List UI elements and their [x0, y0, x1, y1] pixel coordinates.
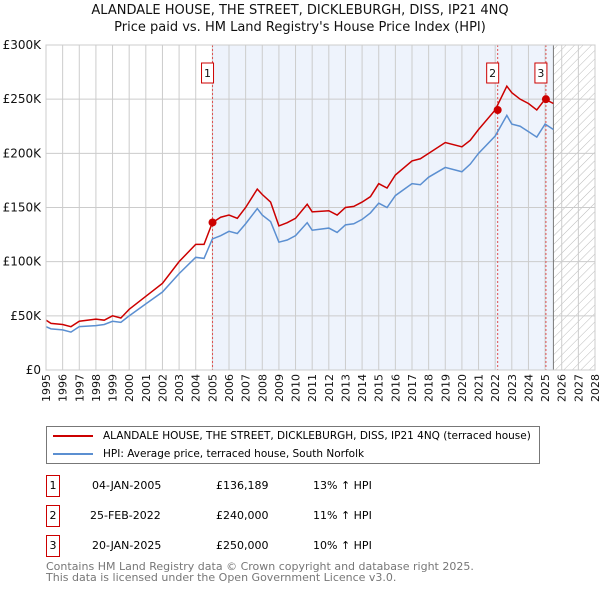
x-tick-label: 1996 — [57, 374, 70, 402]
sale-marker-label: 1 — [204, 67, 211, 80]
y-tick-label: £300K — [3, 38, 43, 52]
x-tick-label: 2005 — [206, 374, 219, 402]
marker-badge: 1 — [46, 475, 60, 497]
price-chart: 1995 1996 1997 1998 1999 2000 2001 2002 2003 2004… — [3, 38, 600, 402]
x-tick-label: 2021 — [473, 374, 486, 402]
y-tick-label: £50K — [10, 309, 42, 323]
x-tick-label: 2004 — [190, 374, 203, 402]
chart-title: ALANDALE HOUSE, THE STREET, DICKLEBURGH,… — [91, 3, 509, 18]
x-tick-label: 2012 — [323, 374, 336, 402]
x-tick-label: 2000 — [123, 374, 136, 402]
sale-point — [541, 95, 550, 104]
x-tick-label: 2009 — [273, 374, 286, 402]
plot-border — [45, 44, 596, 371]
x-tick-label: 2023 — [506, 374, 519, 402]
date: 20-JAN-2025 — [92, 539, 162, 552]
x-tick-label: 2015 — [373, 374, 386, 402]
x-tick-label: 2020 — [456, 374, 469, 402]
x-tick-label: 2019 — [439, 374, 452, 402]
x-tick-label: 2022 — [489, 374, 502, 402]
transaction-row: 1 04-JAN-2005 £136,189 13% ↑ HPI — [46, 475, 546, 497]
hpi-diff: 13% ↑ HPI — [313, 479, 372, 492]
sale-marker-box — [201, 62, 215, 84]
sale-marker-box — [486, 62, 500, 84]
x-tick-label: 1997 — [73, 374, 86, 402]
x-tick-label: 2018 — [423, 374, 436, 402]
footer-line: This data is licensed under the Open Gov… — [46, 571, 397, 584]
sale-point — [493, 106, 502, 114]
legend-label: HPI: Average price, terraced house, Sout… — [103, 448, 365, 460]
transaction-row: 2 25-FEB-2022 £240,000 11% ↑ HPI — [46, 505, 546, 527]
x-tick-label: 2025 — [539, 374, 552, 402]
footer-line: Contains HM Land Registry data © Crown c… — [46, 560, 474, 573]
x-tick-label: 2010 — [290, 374, 303, 402]
hpi-diff: 11% ↑ HPI — [313, 509, 372, 522]
x-tick-label: 2011 — [306, 374, 319, 402]
legend-item-property: ALANDALE HOUSE, THE STREET, DICKLEBURGH,… — [53, 428, 531, 444]
x-tick-label: 2016 — [389, 374, 402, 402]
hpi-diff: 10% ↑ HPI — [313, 539, 372, 552]
series-line — [45, 84, 554, 328]
date: 04-JAN-2005 — [92, 479, 162, 492]
legend-swatch — [53, 435, 93, 437]
marker-badge: 2 — [46, 505, 60, 527]
x-tick-label: 2014 — [356, 374, 369, 402]
date: 25-FEB-2022 — [90, 509, 161, 522]
x-tick-label: 2007 — [240, 374, 253, 402]
legend-item-hpi: HPI: Average price, terraced house, Sout… — [53, 446, 364, 462]
x-tick-label: 1999 — [107, 374, 120, 402]
price: £136,189 — [216, 479, 269, 492]
x-tick-label: 2002 — [156, 374, 169, 402]
footer: Contains HM Land Registry data © Crown c… — [46, 561, 474, 583]
x-tick-label: 2013 — [339, 374, 352, 402]
sale-marker-label: 2 — [489, 67, 496, 80]
marker-badge: 3 — [46, 535, 60, 557]
x-tick-label: 2028 — [589, 374, 600, 402]
transaction-row: 3 20-JAN-2025 £250,000 10% ↑ HPI — [46, 535, 546, 557]
y-tick-label: £250K — [3, 92, 43, 106]
x-tick-label: 1998 — [90, 374, 103, 402]
y-tick-label: £100K — [3, 255, 43, 269]
x-tick-label: 2024 — [522, 374, 535, 402]
x-tick-label: 2003 — [173, 374, 186, 402]
legend: ALANDALE HOUSE, THE STREET, DICKLEBURGH,… — [46, 426, 540, 464]
price: £240,000 — [216, 509, 269, 522]
price: £250,000 — [216, 539, 269, 552]
x-tick-label: 2008 — [256, 374, 269, 402]
x-tick-label: 2027 — [572, 374, 585, 402]
x-tick-label: 2001 — [140, 374, 153, 402]
series-line — [45, 113, 554, 333]
x-tick-label: 1995 — [40, 374, 53, 402]
sale-point — [208, 218, 217, 227]
chart-subtitle: Price paid vs. HM Land Registry's House … — [114, 20, 486, 35]
legend-swatch — [53, 453, 93, 455]
sale-marker-label: 3 — [537, 67, 544, 80]
sale-marker-box — [534, 62, 548, 84]
y-tick-label: £200K — [3, 146, 43, 160]
x-tick-label: 2017 — [406, 374, 419, 402]
y-tick-label: £0 — [26, 363, 41, 377]
x-tick-label: 2006 — [223, 374, 236, 402]
legend-label: ALANDALE HOUSE, THE STREET, DICKLEBURGH,… — [103, 430, 531, 442]
y-tick-label: £150K — [3, 201, 43, 215]
x-tick-label: 2026 — [556, 374, 569, 402]
